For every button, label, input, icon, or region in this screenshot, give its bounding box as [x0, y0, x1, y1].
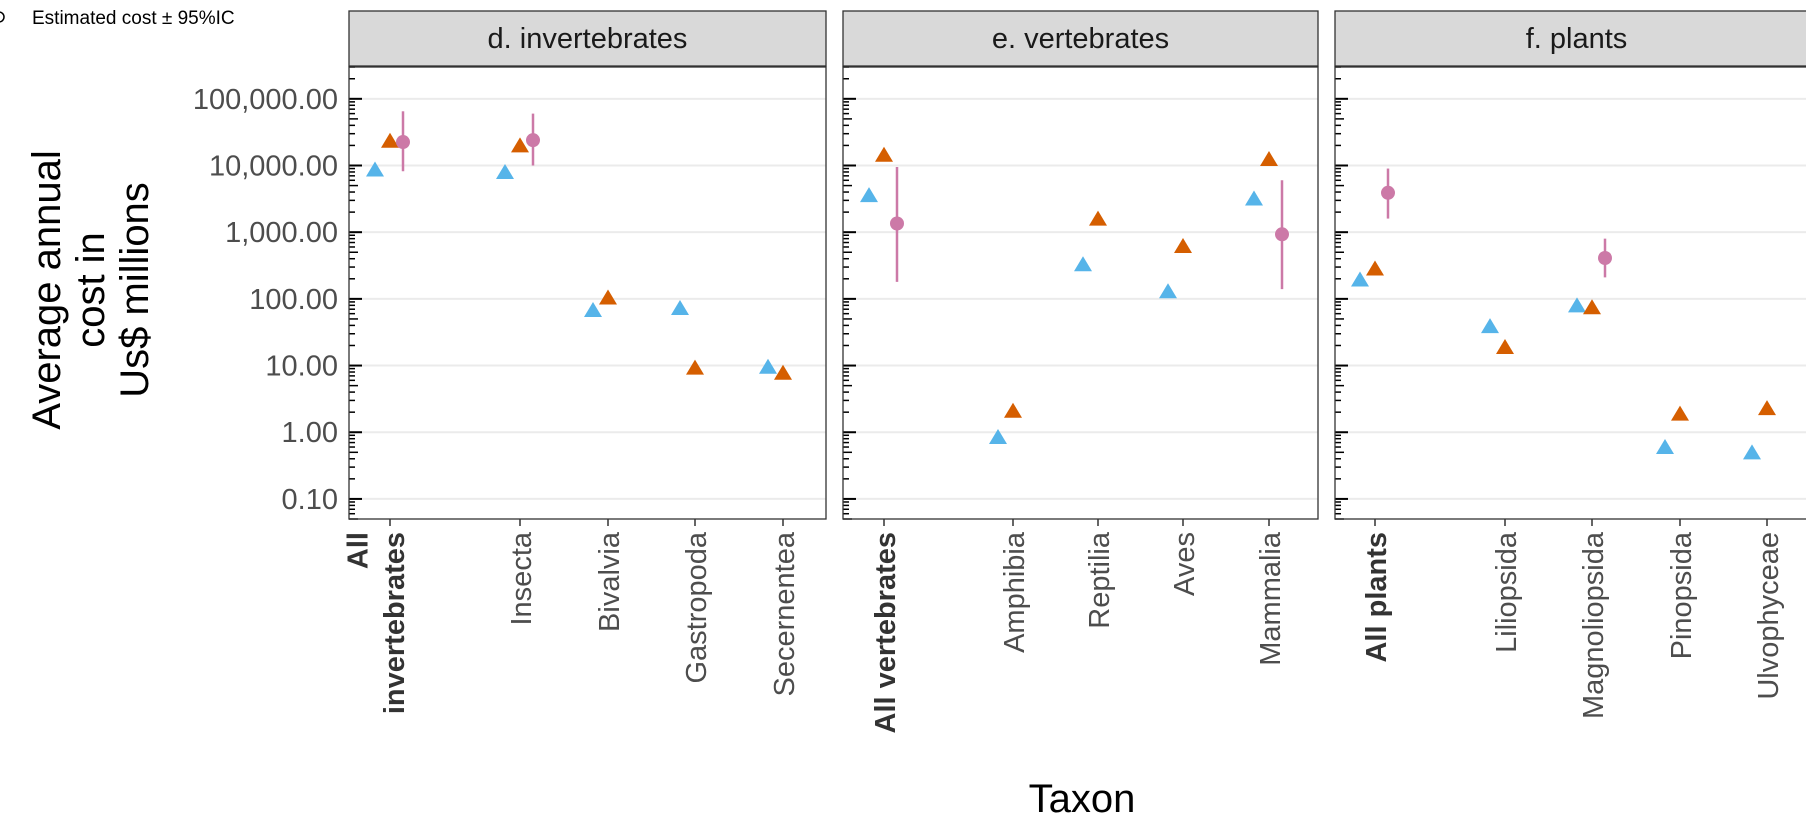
estimate-point: [1598, 251, 1612, 266]
estimate-point: [396, 135, 410, 150]
data-point-orange-triangle: [511, 137, 529, 153]
panel-invertebrates: d. invertebrates All invertebrates Insecta B…: [343, 10, 827, 714]
data-point-orange-triangle: [686, 359, 704, 375]
x-tick-label: Pinopsida: [1666, 531, 1698, 659]
data-point-orange-triangle: [599, 289, 617, 305]
x-tick-label: Gastropoda: [681, 531, 713, 683]
data-point-orange-triangle: [1758, 400, 1776, 416]
x-tick-label: Aves: [1169, 532, 1201, 596]
y-axis-title-line: cost in: [69, 232, 113, 348]
y-tick-label: 100,000.00: [193, 84, 338, 116]
legend: Estimated cost ± 95%IC: [0, 8, 235, 29]
panel-border: [1334, 66, 1806, 520]
data-point-blue-triangle: [1245, 190, 1263, 206]
data-point-orange-triangle: [1583, 299, 1601, 315]
data-point-blue-triangle: [1743, 444, 1761, 460]
panel-strip: [348, 10, 827, 67]
data-point-blue-triangle: [860, 187, 878, 203]
panel-title: e. vertebrates: [992, 23, 1169, 55]
panel-title: d. invertebrates: [488, 23, 688, 55]
y-axis-title: Average annualcost inUs$ millions: [25, 150, 157, 430]
panels: d. invertebrates All invertebrates Insecta B…: [343, 10, 1806, 734]
x-axis-title: Taxon: [1029, 777, 1136, 821]
panel-background: [349, 67, 826, 519]
data-point-orange-triangle: [1366, 260, 1384, 276]
data-point-orange-triangle: [1089, 210, 1107, 226]
data-point-blue-triangle: [584, 302, 602, 318]
x-tick-label-line: All: [343, 532, 375, 569]
panel-background: [843, 67, 1318, 519]
data-point-orange-triangle: [1260, 151, 1278, 167]
x-tick-label: Liliopsida: [1491, 531, 1523, 653]
data-point-orange-triangle: [1174, 238, 1192, 254]
estimate-point: [1381, 185, 1395, 200]
data-point-blue-triangle: [366, 161, 384, 177]
data-point-orange-triangle: [774, 364, 792, 380]
data-point-blue-triangle: [1481, 318, 1499, 334]
x-tick-label: Ulvophyceae: [1753, 532, 1785, 700]
x-tick-label-line: invertebrates: [379, 532, 411, 714]
data-point-orange-triangle: [1671, 405, 1689, 421]
x-tick-label: Mammalia: [1255, 531, 1287, 666]
data-point-blue-triangle: [1351, 271, 1369, 287]
y-tick-label: 100.00: [249, 284, 338, 316]
data-point-blue-triangle: [1159, 283, 1177, 299]
data-point-orange-triangle: [1004, 402, 1022, 418]
panel-border: [842, 66, 1319, 520]
data-point-orange-triangle: [1496, 338, 1514, 354]
x-tick-label: All plants: [1361, 532, 1393, 663]
y-tick-label: 1,000.00: [225, 217, 338, 249]
data-point-blue-triangle: [1568, 297, 1586, 313]
data-point-blue-triangle: [671, 299, 689, 315]
estimate-point: [1275, 227, 1289, 242]
panel-border: [348, 66, 827, 520]
panel-strip: [1334, 10, 1806, 67]
legend-label: Estimated cost ± 95%IC: [32, 8, 235, 29]
panel-background: [1335, 67, 1806, 519]
x-tick-label: Secernentea: [769, 531, 801, 696]
y-axis-title-line: Us$ millions: [113, 182, 157, 398]
x-tick-label: Bivalvia: [594, 531, 626, 632]
estimate-point: [890, 216, 904, 231]
x-tick-label: Insecta: [506, 531, 538, 625]
data-point-blue-triangle: [1074, 256, 1092, 272]
y-tick-label: 1.00: [282, 417, 338, 449]
x-tick-label: All invertebrates: [343, 532, 411, 714]
panel-title: f. plants: [1526, 23, 1628, 55]
y-tick-label: 10,000.00: [209, 151, 338, 183]
y-tick-label: 10.00: [265, 351, 338, 383]
legend-key-icon: [0, 11, 5, 23]
x-tick-label: Reptilia: [1084, 531, 1116, 629]
panel-vertebrates: e. vertebrates All vertebrates Amphibia Rep…: [842, 10, 1319, 734]
data-point-blue-triangle: [989, 428, 1007, 444]
data-point-blue-triangle: [1656, 439, 1674, 455]
x-tick-label: All vertebrates: [870, 532, 902, 734]
x-tick-label: Amphibia: [999, 531, 1031, 653]
y-tick-label: 0.10: [282, 484, 338, 516]
data-point-orange-triangle: [875, 146, 893, 162]
data-point-orange-triangle: [381, 132, 399, 148]
data-point-blue-triangle: [496, 163, 514, 179]
y-tick-labels: 0.10 1.00 10.00 100.00 1,000.00 10,000.00 100,…: [193, 84, 338, 516]
y-axis-title-line: Average annual: [25, 150, 69, 430]
estimate-point: [526, 133, 540, 148]
x-tick-label: Magnoliopsida: [1578, 531, 1610, 719]
panel-strip: [842, 10, 1319, 67]
panel-plants: f. plants All plants Liliopsida Magnoliopsi…: [1334, 10, 1806, 719]
data-point-blue-triangle: [759, 358, 777, 374]
